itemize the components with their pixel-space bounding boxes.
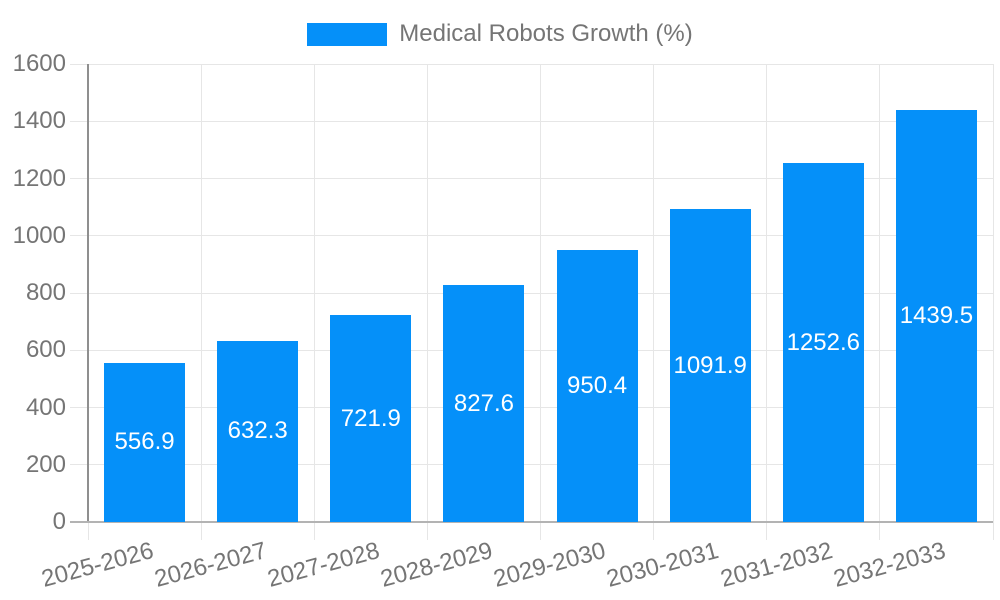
v-gridline bbox=[540, 64, 541, 522]
bar-value-label: 556.9 bbox=[114, 428, 175, 456]
bar[interactable]: 1439.5 bbox=[895, 109, 977, 522]
chart-legend[interactable]: Medical Robots Growth (%) bbox=[0, 20, 1000, 48]
legend-swatch bbox=[307, 22, 388, 46]
h-gridline bbox=[70, 349, 993, 351]
bar-value-label: 827.6 bbox=[453, 389, 514, 417]
v-gridline bbox=[879, 64, 881, 522]
bar[interactable]: 827.6 bbox=[443, 285, 525, 522]
y-axis-tick-label: 800 bbox=[25, 279, 66, 306]
y-axis-tick-label: 1600 bbox=[12, 50, 66, 77]
x-axis-category-label: 2032-2033 bbox=[830, 537, 949, 593]
x-axis-line bbox=[70, 521, 993, 523]
x-axis-category-label: 2031-2032 bbox=[717, 537, 836, 593]
h-gridline bbox=[70, 120, 993, 122]
x-axis-tick bbox=[653, 522, 655, 540]
h-gridline bbox=[70, 292, 993, 294]
v-gridline bbox=[766, 64, 768, 522]
plot-area: 0 200 400 600 800 1000 1200 1400 1600 556.9 632.3 7… bbox=[13, 51, 994, 593]
bar[interactable]: 556.9 bbox=[104, 362, 186, 522]
legend-label: Medical Robots Growth (%) bbox=[399, 20, 693, 47]
y-axis-tick-label: 1200 bbox=[12, 164, 66, 192]
h-gridline bbox=[70, 63, 993, 65]
x-axis-category-label: 2029-2030 bbox=[490, 537, 609, 593]
bar[interactable]: 1091.9 bbox=[669, 209, 751, 522]
v-gridline bbox=[992, 64, 994, 522]
y-axis-tick-label: 1400 bbox=[12, 107, 66, 135]
x-axis-tick bbox=[879, 522, 881, 540]
bar[interactable]: 632.3 bbox=[217, 341, 299, 522]
bar-value-label: 1091.9 bbox=[673, 351, 747, 379]
h-gridline bbox=[70, 407, 993, 408]
x-axis-tick bbox=[426, 522, 428, 540]
bar-value-label: 950.4 bbox=[567, 371, 628, 399]
x-axis-tick bbox=[200, 522, 202, 540]
x-axis-tick bbox=[87, 522, 89, 540]
x-axis-category-label: 2028-2029 bbox=[377, 537, 496, 593]
y-axis-tick-label: 1000 bbox=[12, 221, 66, 249]
y-axis-tick-label: 400 bbox=[25, 393, 66, 421]
x-axis-tick bbox=[766, 522, 768, 540]
y-axis-tick-label: 200 bbox=[25, 450, 66, 478]
v-gridline bbox=[200, 64, 202, 522]
x-axis-category-label: 2027-2028 bbox=[264, 537, 383, 593]
bar-value-label: 1252.6 bbox=[786, 328, 861, 356]
h-gridline bbox=[70, 235, 993, 237]
y-axis-tick-label: 600 bbox=[25, 336, 66, 364]
x-axis-tick bbox=[313, 522, 315, 540]
y-axis-tick-label: 0 bbox=[52, 508, 66, 535]
x-axis-category-label: 2026-2027 bbox=[151, 537, 270, 593]
v-gridline bbox=[313, 64, 315, 522]
bar-value-label: 632.3 bbox=[227, 417, 288, 445]
h-gridline bbox=[70, 178, 993, 179]
bar[interactable]: 1252.6 bbox=[782, 163, 864, 522]
v-gridline bbox=[426, 64, 428, 522]
bar[interactable]: 950.4 bbox=[556, 249, 638, 522]
x-axis-tick bbox=[992, 522, 994, 540]
y-axis-line bbox=[87, 64, 89, 522]
bar[interactable]: 721.9 bbox=[330, 315, 412, 522]
h-gridline bbox=[70, 464, 993, 466]
v-gridline bbox=[653, 64, 655, 522]
bar-value-label: 1439.5 bbox=[899, 301, 974, 329]
x-axis-category-label: 2025-2026 bbox=[38, 537, 157, 593]
x-axis-category-label: 2030-2031 bbox=[604, 537, 722, 593]
bar-value-label: 721.9 bbox=[340, 404, 401, 432]
x-axis-tick bbox=[540, 522, 541, 540]
